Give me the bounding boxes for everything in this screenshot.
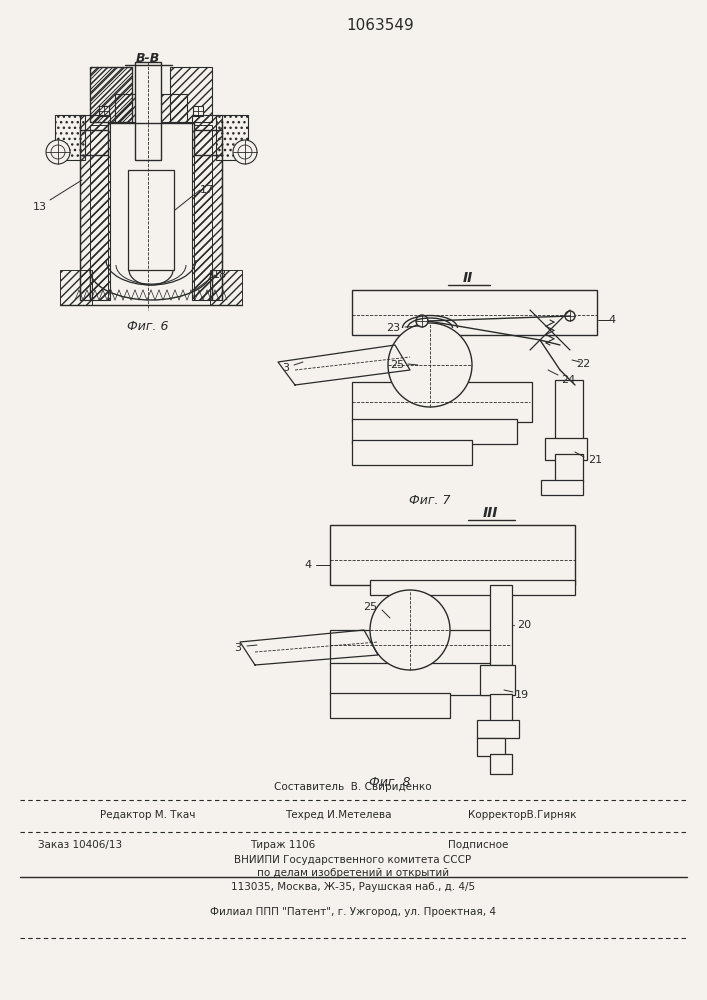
Bar <box>210 270 242 305</box>
Bar <box>60 270 92 305</box>
Bar <box>90 67 132 122</box>
Bar <box>330 663 495 695</box>
Text: 17: 17 <box>200 185 214 195</box>
Text: 23: 23 <box>386 323 400 333</box>
Bar <box>170 67 212 122</box>
Bar <box>477 738 505 756</box>
Text: 13: 13 <box>33 202 47 212</box>
Text: Подписное: Подписное <box>448 840 508 850</box>
Text: 4: 4 <box>609 315 616 325</box>
Bar <box>352 290 597 335</box>
Polygon shape <box>240 630 378 665</box>
Bar <box>541 480 583 495</box>
Bar <box>480 665 515 695</box>
Bar <box>55 115 85 160</box>
Bar <box>90 125 108 300</box>
Circle shape <box>238 145 252 159</box>
Text: 113035, Москва, Ж-35, Раушская наб., д. 4/5: 113035, Москва, Ж-35, Раушская наб., д. … <box>231 882 475 892</box>
Bar <box>352 419 517 444</box>
Bar <box>330 630 510 665</box>
Text: Составитель  В. Свириденко: Составитель В. Свириденко <box>274 782 432 792</box>
Text: II: II <box>463 271 473 285</box>
Bar <box>370 580 575 595</box>
Text: Редактор М. Ткач: Редактор М. Ткач <box>100 810 195 820</box>
Circle shape <box>565 311 575 321</box>
Circle shape <box>51 145 65 159</box>
Text: по делам изобретений и открытий: по делам изобретений и открытий <box>257 868 449 878</box>
Bar <box>194 125 212 300</box>
Text: B-B: B-B <box>136 51 160 64</box>
Text: 19: 19 <box>515 690 529 700</box>
Bar <box>555 454 583 482</box>
Bar <box>490 694 512 722</box>
Text: Техред И.Метелева: Техред И.Метелева <box>285 810 392 820</box>
Text: Тираж 1106: Тираж 1106 <box>250 840 315 850</box>
Bar <box>545 438 587 460</box>
Bar <box>352 440 472 465</box>
Bar <box>555 380 583 440</box>
Circle shape <box>46 140 70 164</box>
Bar <box>115 94 143 122</box>
Circle shape <box>416 315 428 327</box>
Circle shape <box>370 590 450 670</box>
Text: 3: 3 <box>235 643 242 653</box>
Text: 4: 4 <box>305 560 312 570</box>
Text: 21: 21 <box>588 455 602 465</box>
Text: ВНИИПИ Государственного комитета СССР: ВНИИПИ Государственного комитета СССР <box>235 855 472 865</box>
Text: Фиг. 7: Фиг. 7 <box>409 493 451 506</box>
Text: 3: 3 <box>283 363 289 373</box>
Text: Фиг. 6: Фиг. 6 <box>127 320 169 334</box>
Text: КорректорВ.Гирняк: КорректорВ.Гирняк <box>468 810 576 820</box>
Bar <box>135 62 161 160</box>
Bar <box>159 94 187 122</box>
Text: 1063549: 1063549 <box>346 17 414 32</box>
Bar <box>99 106 109 116</box>
Text: Фиг. 8: Фиг. 8 <box>369 776 411 788</box>
Bar <box>490 754 512 774</box>
Bar <box>477 720 519 738</box>
Text: 24: 24 <box>561 375 575 385</box>
Bar <box>490 585 512 665</box>
Text: Филиал ППП "Патент", г. Ужгород, ул. Проектная, 4: Филиал ППП "Патент", г. Ужгород, ул. Про… <box>210 907 496 917</box>
Text: 25: 25 <box>363 602 377 612</box>
Bar <box>193 106 203 116</box>
Bar <box>80 115 110 300</box>
Polygon shape <box>278 345 410 385</box>
Text: III: III <box>482 506 498 520</box>
Text: 20: 20 <box>517 620 531 630</box>
Bar <box>90 67 132 122</box>
Text: 22: 22 <box>576 359 590 369</box>
Bar <box>352 382 532 422</box>
Bar <box>216 115 248 160</box>
Bar <box>330 693 450 718</box>
Circle shape <box>233 140 257 164</box>
Circle shape <box>388 323 472 407</box>
Text: 25: 25 <box>390 360 404 370</box>
Text: 18: 18 <box>213 270 227 280</box>
Bar <box>330 525 575 585</box>
Bar <box>128 170 174 270</box>
Bar <box>192 115 222 300</box>
Text: Заказ 10406/13: Заказ 10406/13 <box>38 840 122 850</box>
